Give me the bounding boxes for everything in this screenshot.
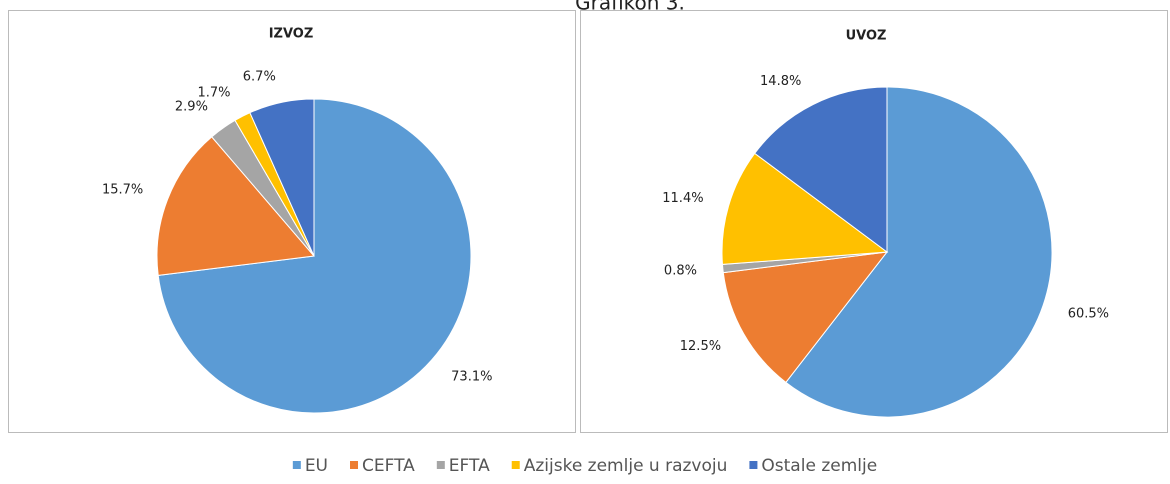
data-label: 2.9% bbox=[175, 99, 208, 114]
pie-slice bbox=[249, 98, 315, 257]
legend-swatch bbox=[749, 461, 758, 469]
pie-slice bbox=[754, 86, 888, 253]
legend-label: Azijske zemlje u razvoju bbox=[524, 456, 728, 476]
legend-swatch bbox=[511, 461, 520, 469]
chart-title: UVOZ bbox=[846, 29, 887, 44]
data-label: 12.5% bbox=[680, 339, 721, 354]
data-label: 15.7% bbox=[102, 183, 143, 198]
pie-slice bbox=[156, 136, 315, 276]
data-label: 0.8% bbox=[664, 264, 697, 279]
pie-slice bbox=[721, 152, 889, 265]
legend-label: EU bbox=[305, 456, 328, 476]
pie-slice bbox=[785, 86, 1053, 418]
legend-label: EFTA bbox=[449, 456, 490, 476]
legend-swatch bbox=[436, 461, 445, 469]
pie-slice bbox=[722, 251, 889, 384]
legend-label: CEFTA bbox=[362, 456, 415, 476]
data-label: 1.7% bbox=[197, 86, 230, 101]
data-label: 73.1% bbox=[451, 370, 492, 385]
data-label: 11.4% bbox=[662, 191, 703, 206]
legend-label: Ostale zemlje bbox=[761, 456, 877, 476]
chart-title: IZVOZ bbox=[269, 27, 314, 42]
legend-swatch bbox=[350, 461, 359, 469]
data-label: 60.5% bbox=[1068, 306, 1109, 321]
legend-swatch bbox=[292, 461, 301, 469]
data-label: 6.7% bbox=[243, 70, 276, 85]
data-label: 14.8% bbox=[760, 74, 801, 89]
